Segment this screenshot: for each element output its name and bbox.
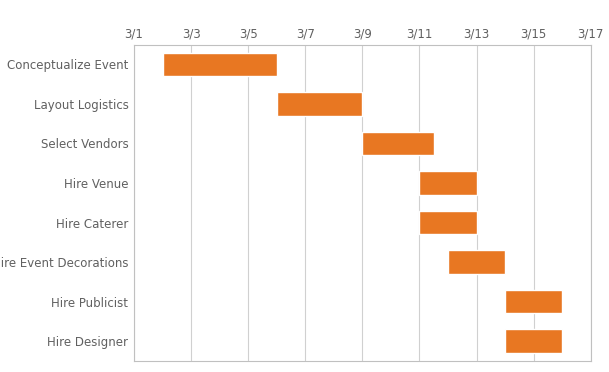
Bar [505, 290, 562, 313]
Bar [163, 52, 276, 76]
Bar [276, 92, 362, 116]
Bar [505, 329, 562, 353]
Bar [362, 132, 434, 155]
Bar [420, 171, 476, 195]
Bar [420, 211, 476, 234]
Bar [448, 250, 505, 274]
